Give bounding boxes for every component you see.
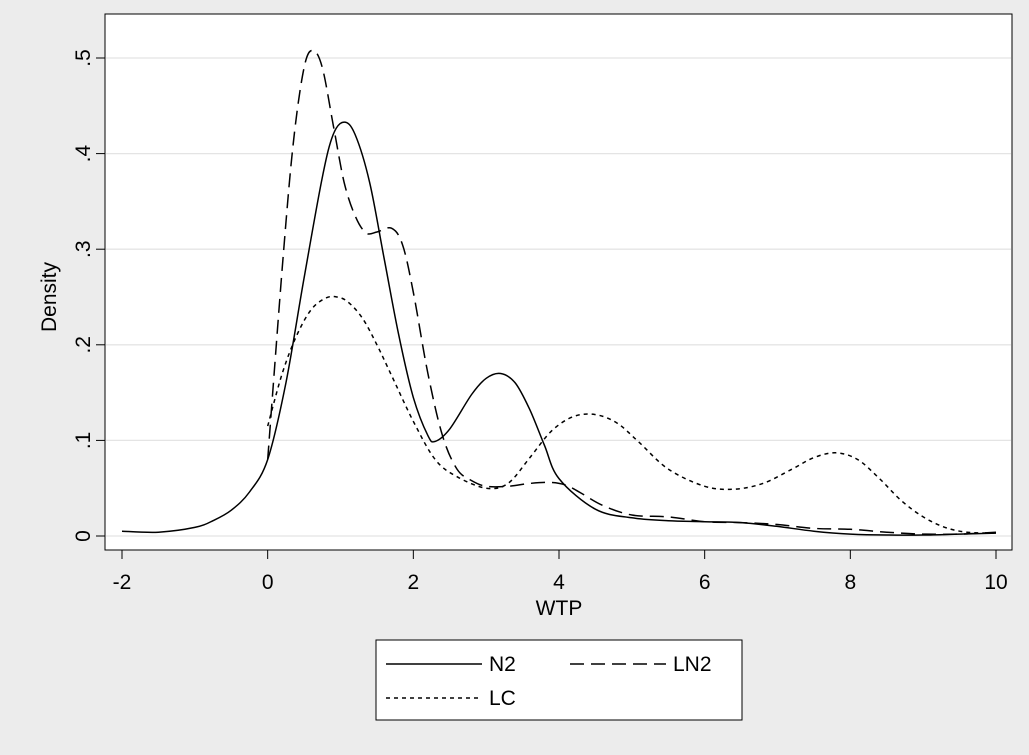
legend-box bbox=[375, 639, 743, 721]
y-tick-label: .5 bbox=[72, 49, 95, 67]
x-tick-label: 6 bbox=[699, 571, 711, 594]
y-tick-label: .4 bbox=[72, 145, 95, 163]
series-line-lc bbox=[266, 295, 997, 534]
x-tick-label: -2 bbox=[113, 571, 132, 594]
series-layer bbox=[121, 49, 997, 536]
legend-label-ln2: LN2 bbox=[673, 653, 712, 676]
series-line-ln2 bbox=[266, 49, 997, 536]
y-tick-label: .2 bbox=[72, 336, 95, 354]
y-axis: 0 .1 .2 .3 .4 .5 bbox=[72, 49, 106, 542]
y-tick-label: .3 bbox=[72, 240, 95, 258]
x-tick-label: 8 bbox=[844, 571, 856, 594]
legend-label-lc: LC bbox=[489, 687, 516, 710]
legend: N2 LN2 LC bbox=[375, 639, 743, 721]
y-axis-title: Density bbox=[38, 261, 61, 332]
x-tick-label: 0 bbox=[262, 571, 274, 594]
x-tick-label: 10 bbox=[984, 571, 1007, 594]
gridlines bbox=[106, 57, 1011, 537]
x-axis: -2 0 2 4 6 8 10 bbox=[113, 549, 1008, 594]
y-tick-label: .1 bbox=[72, 432, 95, 450]
x-axis-title: WTP bbox=[536, 597, 583, 620]
legend-label-n2: N2 bbox=[489, 653, 516, 676]
y-tick-label: 0 bbox=[72, 530, 95, 542]
x-tick-label: 4 bbox=[553, 571, 565, 594]
plot-area bbox=[104, 13, 1013, 551]
x-tick-label: 2 bbox=[407, 571, 419, 594]
